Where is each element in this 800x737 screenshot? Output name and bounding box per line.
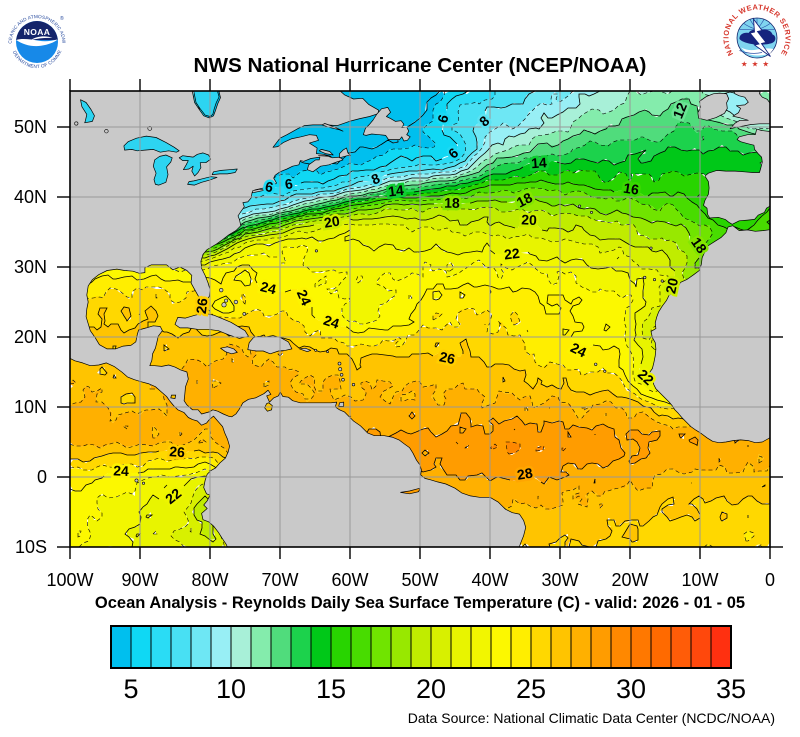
svg-text:NOAA: NOAA bbox=[24, 27, 51, 37]
svg-text:70W: 70W bbox=[261, 570, 298, 590]
svg-text:20: 20 bbox=[416, 674, 446, 704]
svg-text:14: 14 bbox=[531, 154, 548, 171]
svg-text:20: 20 bbox=[662, 276, 681, 295]
svg-text:22: 22 bbox=[503, 245, 520, 263]
svg-text:16: 16 bbox=[622, 180, 640, 198]
svg-text:40W: 40W bbox=[471, 570, 508, 590]
svg-text:10: 10 bbox=[216, 674, 246, 704]
svg-text:10W: 10W bbox=[681, 570, 718, 590]
svg-text:14: 14 bbox=[387, 182, 405, 200]
svg-text:10S: 10S bbox=[15, 537, 47, 557]
svg-text:18: 18 bbox=[444, 195, 460, 211]
svg-text:25: 25 bbox=[516, 674, 546, 704]
svg-text:5: 5 bbox=[123, 674, 138, 704]
svg-text:40N: 40N bbox=[14, 187, 47, 207]
svg-text:20: 20 bbox=[521, 211, 537, 228]
svg-text:90W: 90W bbox=[121, 570, 158, 590]
svg-text:20W: 20W bbox=[611, 570, 648, 590]
svg-text:24: 24 bbox=[113, 462, 129, 479]
svg-text:30W: 30W bbox=[541, 570, 578, 590]
svg-text:28: 28 bbox=[516, 465, 534, 483]
svg-text:50N: 50N bbox=[14, 117, 47, 137]
svg-text:26: 26 bbox=[169, 443, 186, 460]
svg-text:35: 35 bbox=[716, 674, 746, 704]
svg-text:20: 20 bbox=[323, 213, 341, 231]
svg-text:10N: 10N bbox=[14, 397, 47, 417]
svg-text:50W: 50W bbox=[401, 570, 438, 590]
svg-text:®: ® bbox=[60, 15, 64, 22]
svg-text:NWS National Hurricane Center: NWS National Hurricane Center (NCEP/NOAA… bbox=[194, 54, 647, 77]
svg-text:Ocean Analysis - Reynolds Dail: Ocean Analysis - Reynolds Daily Sea Surf… bbox=[95, 594, 745, 612]
svg-text:15: 15 bbox=[316, 674, 346, 704]
svg-text:Data Source: National Climatic: Data Source: National Climatic Data Cent… bbox=[408, 710, 775, 726]
svg-text:26: 26 bbox=[193, 297, 211, 315]
svg-text:80W: 80W bbox=[191, 570, 228, 590]
svg-text:★★★: ★★★ bbox=[741, 60, 773, 69]
svg-text:60W: 60W bbox=[331, 570, 368, 590]
svg-text:30N: 30N bbox=[14, 257, 47, 277]
svg-text:30: 30 bbox=[616, 674, 646, 704]
svg-text:20N: 20N bbox=[14, 327, 47, 347]
svg-text:0: 0 bbox=[37, 467, 47, 487]
svg-text:26: 26 bbox=[438, 348, 457, 367]
svg-text:0: 0 bbox=[765, 570, 775, 590]
svg-text:100W: 100W bbox=[46, 570, 93, 590]
